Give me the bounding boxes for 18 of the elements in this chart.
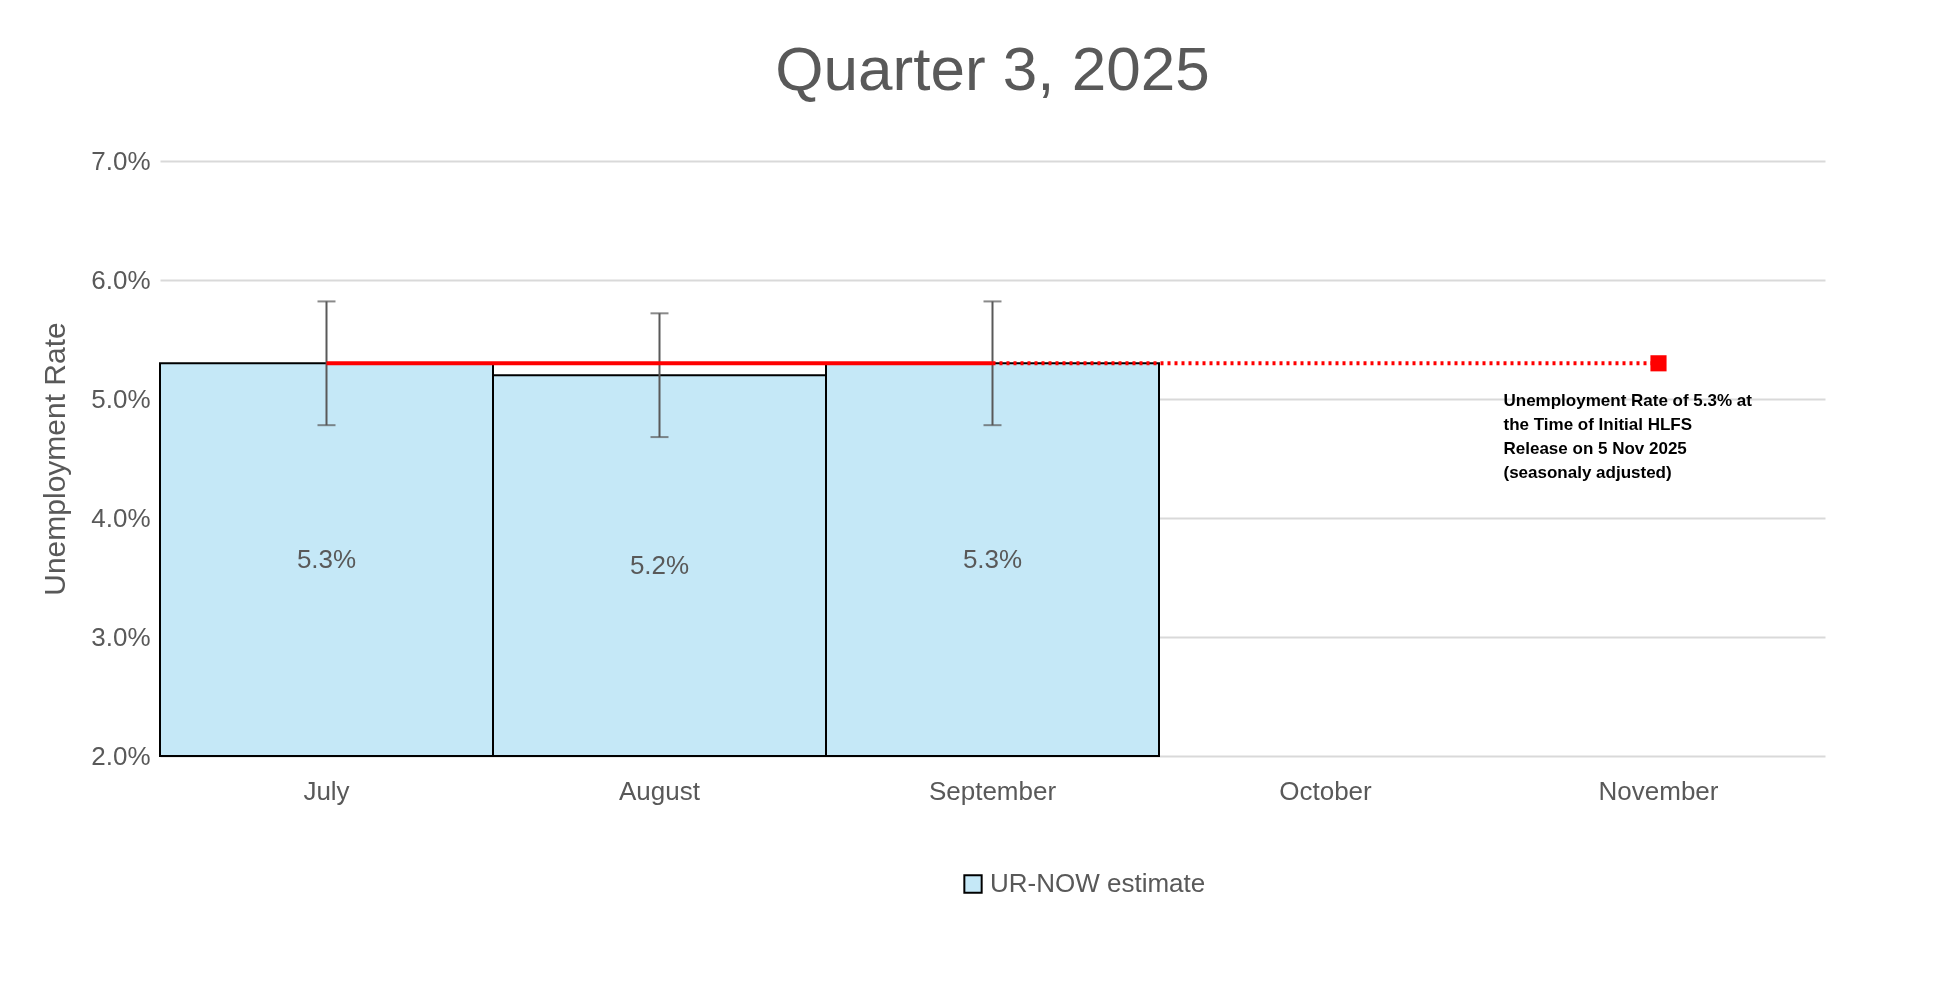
annotation: Unemployment Rate of 5.3% at the Time of Initial HLFS Release on 5 Nov 2025 (seasonaly adjusted)	[1503, 391, 1753, 483]
data-label: 5.3%	[962, 543, 1023, 574]
x-tick-label: November	[1598, 775, 1719, 806]
legend-label: UR-NOW estimate	[990, 868, 1206, 898]
y-tick-label: 5.0%	[91, 383, 151, 414]
y-axis-title: Unemployment Rate	[38, 322, 72, 596]
chart-title: Quarter 3, 2025	[775, 34, 1210, 103]
y-tick-label: 3.0%	[91, 621, 151, 652]
data-label: 5.2%	[629, 549, 690, 580]
data-label: 5.3%	[296, 543, 357, 574]
y-tick-label: 6.0%	[91, 264, 151, 295]
y-tick-label: 2.0%	[91, 740, 151, 771]
x-tick-label: September	[928, 775, 1057, 806]
x-tick-label: October	[1279, 775, 1373, 806]
x-tick-label: August	[619, 775, 701, 806]
x-tick-label: July	[303, 775, 350, 806]
y-tick-label: 7.0%	[91, 145, 151, 176]
y-tick-label: 4.0%	[91, 502, 151, 533]
